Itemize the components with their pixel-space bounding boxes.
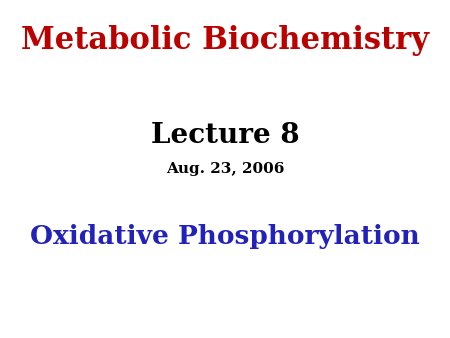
Text: Aug. 23, 2006: Aug. 23, 2006 — [166, 162, 284, 176]
Text: Oxidative Phosphorylation: Oxidative Phosphorylation — [30, 224, 420, 249]
Text: Lecture 8: Lecture 8 — [151, 122, 299, 149]
Text: Metabolic Biochemistry: Metabolic Biochemistry — [21, 25, 429, 56]
